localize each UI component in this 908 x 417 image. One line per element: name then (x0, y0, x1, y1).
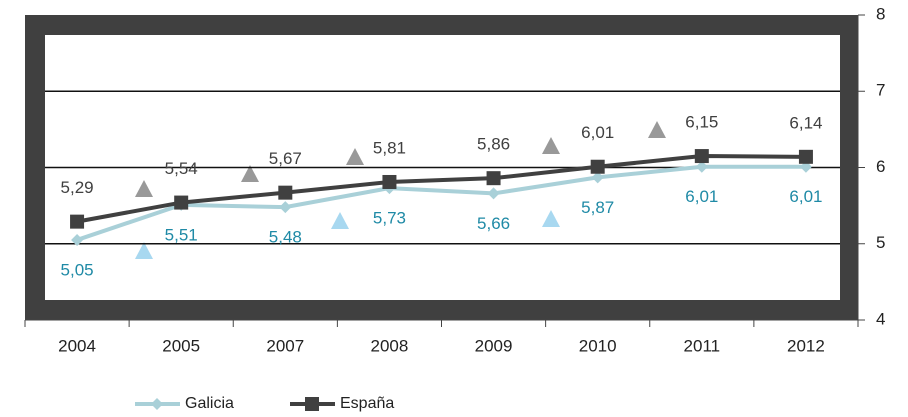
data-label: 5,48 (269, 228, 302, 247)
marker (590, 159, 605, 174)
data-label: 6,15 (685, 113, 718, 132)
marker (278, 185, 293, 200)
data-label: 5,51 (165, 225, 198, 244)
marker (591, 171, 604, 184)
marker (486, 171, 501, 186)
marker (174, 195, 189, 210)
x-tick-label: 2011 (684, 336, 721, 355)
data-label: 5,67 (269, 149, 302, 168)
data-label: 5,54 (165, 159, 198, 178)
series-line (76, 164, 806, 242)
x-tick-label: 2009 (475, 336, 513, 355)
data-label: 5,66 (477, 214, 510, 233)
y-tick-label: 4 (876, 309, 885, 328)
x-tick-label: 2004 (58, 336, 96, 355)
y-tick-label: 6 (876, 157, 885, 176)
marker (71, 233, 84, 246)
legend-marker (151, 398, 163, 410)
data-label: 5,05 (61, 260, 94, 279)
marker (694, 149, 709, 164)
x-tick-label: 2012 (787, 336, 825, 355)
legend-item: España (290, 395, 394, 412)
legend-label: Galicia (185, 395, 234, 412)
data-label: 5,86 (477, 135, 510, 154)
data-label: 6,01 (789, 187, 822, 206)
marker (70, 214, 85, 229)
legend-marker (305, 397, 319, 411)
marker (695, 160, 708, 173)
legend-label: España (340, 395, 394, 412)
y-tick-label: 7 (876, 81, 885, 100)
data-label: 6,01 (581, 123, 614, 142)
x-tick-label: 2010 (579, 336, 617, 355)
data-label: 5,73 (373, 209, 406, 228)
x-tick-label: 2005 (162, 336, 200, 355)
marker (382, 174, 397, 189)
legend-item: Galicia (135, 395, 234, 412)
series-line (76, 154, 806, 224)
marker (487, 187, 500, 200)
data-label: 5,81 (373, 138, 406, 157)
y-tick-label: 5 (876, 233, 885, 252)
data-label: 5,29 (61, 178, 94, 197)
data-label: 6,14 (789, 113, 822, 132)
x-tick-label: 2007 (266, 336, 304, 355)
y-tick-label: 8 (876, 4, 885, 23)
x-tick-label: 2008 (371, 336, 409, 355)
marker (798, 149, 813, 164)
decorative-triangles (135, 121, 666, 259)
data-label: 6,01 (685, 187, 718, 206)
data-label: 5,87 (581, 198, 614, 217)
marker (279, 201, 292, 214)
